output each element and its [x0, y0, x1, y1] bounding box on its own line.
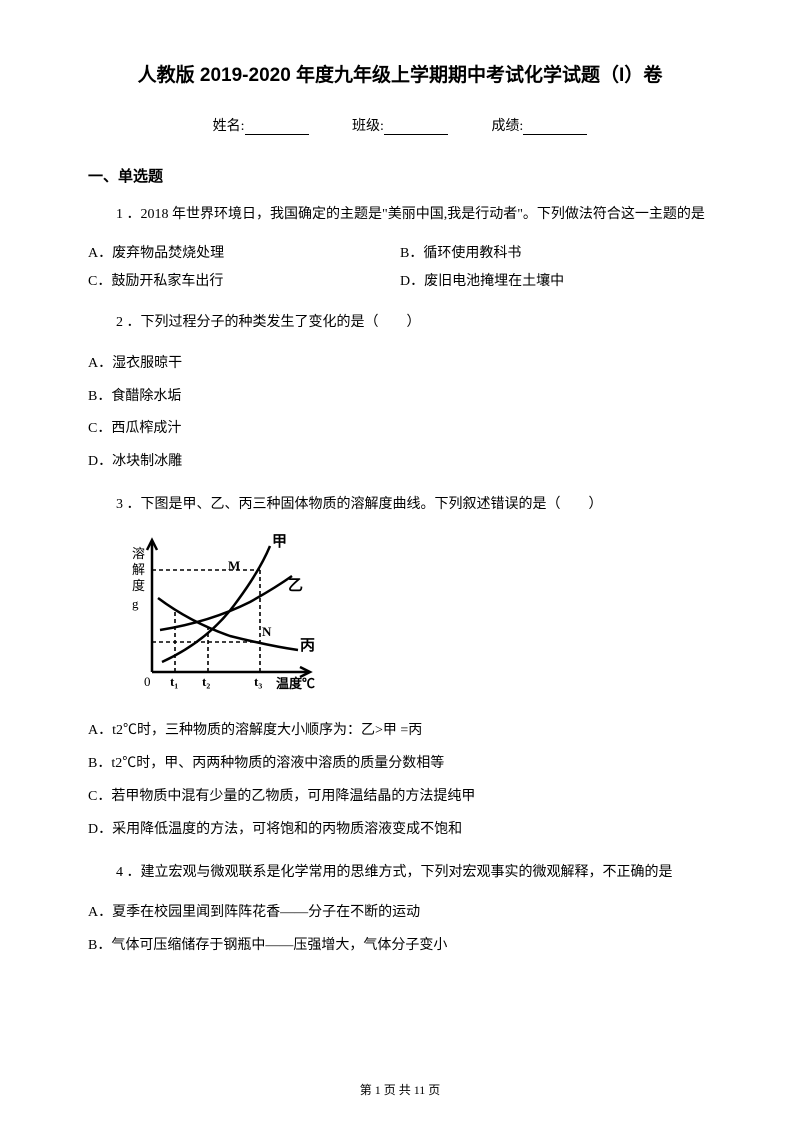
chart-svg: 溶 解 度 g M N 甲 乙 丙 0 t₁ t₂ t₃ 温度℃	[120, 530, 330, 700]
page-title: 人教版 2019-2020 年度九年级上学期期中考试化学试题（I）卷	[88, 60, 712, 87]
q1-text: 1 ．2018 年世界环境日，我国确定的主题是"美丽中国,我是行动者"。下列做法…	[88, 204, 712, 226]
q2-opt-c: C．西瓜榨成汁	[88, 414, 712, 445]
q3-opt-d: D．采用降低温度的方法，可将饱和的丙物质溶液变成不饱和	[88, 815, 712, 846]
tick-t2: t₂	[202, 674, 210, 689]
class-label: 班级:	[352, 119, 384, 134]
solubility-chart: 溶 解 度 g M N 甲 乙 丙 0 t₁ t₂ t₃ 温度℃	[120, 530, 712, 700]
label-yi: 乙	[288, 578, 303, 594]
xlabel: 温度℃	[276, 676, 315, 691]
q3-opt-b: B．t2℃时，甲、丙两种物质的溶液中溶质的质量分数相等	[88, 749, 712, 780]
q2-opt-b: B．食醋除水垢	[88, 382, 712, 413]
label-bing: 丙	[300, 637, 315, 654]
footer-prefix: 第	[360, 1083, 375, 1097]
ylabel-1: 解	[132, 562, 145, 577]
q4-opt-a: A．夏季在校园里闻到阵阵花香——分子在不断的运动	[88, 898, 712, 929]
label-M: M	[228, 558, 240, 573]
info-line: 姓名: 班级: 成绩:	[88, 115, 712, 135]
q4-text: 4 ．建立宏观与微观联系是化学常用的思维方式，下列对宏观事实的微观解释，不正确的…	[88, 862, 712, 884]
footer-suffix: 页	[425, 1083, 440, 1097]
tick-0: 0	[144, 674, 151, 689]
q1-opt-a: A．废弃物品焚烧处理	[88, 240, 400, 268]
score-label: 成绩:	[491, 119, 523, 134]
score-blank	[523, 121, 587, 135]
footer-mid: 页 共	[381, 1083, 414, 1097]
q1-opt-d: D．废旧电池掩埋在土壤中	[400, 268, 712, 296]
ylabel-2: 度	[132, 578, 145, 593]
curve-jia	[162, 546, 270, 662]
label-N: N	[262, 624, 272, 639]
q2-opt-d: D．冰块制冰雕	[88, 447, 712, 478]
q3-text: 3 ．下图是甲、乙、丙三种固体物质的溶解度曲线。下列叙述错误的是（ ）	[88, 494, 712, 516]
q3-options: A．t2℃时，三种物质的溶解度大小顺序为：乙>甲 =丙 B．t2℃时，甲、丙两种…	[88, 716, 712, 845]
tick-t3: t₃	[254, 674, 262, 689]
q2-text: 2 ．下列过程分子的种类发生了变化的是（ ）	[88, 312, 712, 334]
footer-total: 11	[414, 1083, 426, 1097]
ylabel-3: g	[132, 596, 139, 611]
label-jia: 甲	[272, 533, 287, 550]
q2-opt-a: A．湿衣服晾干	[88, 349, 712, 380]
name-blank	[245, 121, 309, 135]
q1-opt-b: B．循环使用教科书	[400, 240, 712, 268]
ylabel-0: 溶	[132, 546, 145, 561]
q1-options: A．废弃物品焚烧处理 B．循环使用教科书 C．鼓励开私家车出行 D．废旧电池掩埋…	[88, 240, 712, 296]
curve-yi	[160, 576, 292, 630]
q1-opt-c: C．鼓励开私家车出行	[88, 268, 400, 296]
q3-opt-a: A．t2℃时，三种物质的溶解度大小顺序为：乙>甲 =丙	[88, 716, 712, 747]
q4-opt-b: B．气体可压缩储存于钢瓶中——压强增大，气体分子变小	[88, 931, 712, 962]
q2-options: A．湿衣服晾干 B．食醋除水垢 C．西瓜榨成汁 D．冰块制冰雕	[88, 349, 712, 478]
class-blank	[384, 121, 448, 135]
name-label: 姓名:	[213, 119, 245, 134]
tick-t1: t₁	[170, 674, 178, 689]
page-footer: 第 1 页 共 11 页	[0, 1081, 800, 1098]
q4-options: A．夏季在校园里闻到阵阵花香——分子在不断的运动 B．气体可压缩储存于钢瓶中——…	[88, 898, 712, 962]
section-heading: 一、单选题	[88, 165, 712, 186]
q3-opt-c: C．若甲物质中混有少量的乙物质，可用降温结晶的方法提纯甲	[88, 782, 712, 813]
curve-bing	[158, 598, 298, 650]
